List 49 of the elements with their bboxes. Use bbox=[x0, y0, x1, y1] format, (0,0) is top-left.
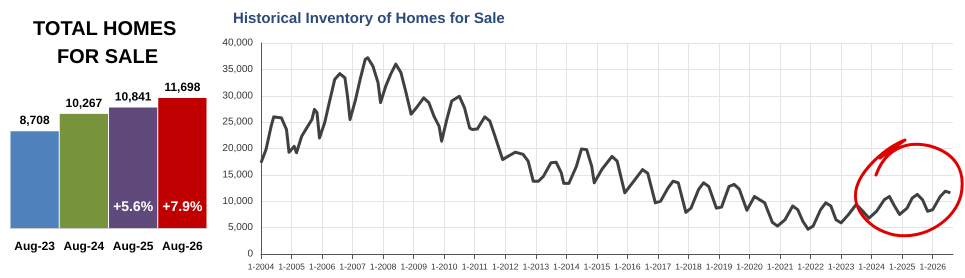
x-tick-label: 1-2020 bbox=[736, 262, 763, 272]
x-tick-label: 1-2021 bbox=[766, 262, 794, 272]
x-tick-label: 1-2026 bbox=[919, 262, 946, 272]
x-tick-label: Aug-26 bbox=[162, 239, 204, 253]
x-tick-label: Aug-25 bbox=[112, 239, 154, 253]
x-tick-label: 1-2024 bbox=[858, 262, 886, 272]
x-tick-label: 1-2019 bbox=[706, 262, 732, 272]
x-tick-label: 1-2015 bbox=[584, 262, 610, 272]
bar bbox=[60, 114, 108, 228]
x-tick-label: 1-2025 bbox=[888, 262, 916, 272]
x-tick-label: 1-2017 bbox=[644, 262, 672, 272]
y-tick-label: 25,000 bbox=[222, 116, 254, 128]
annotation: +7.9% bbox=[162, 198, 203, 214]
chart-title: Historical Inventory of Homes for Sale bbox=[233, 10, 505, 27]
y-tick-label: 10,000 bbox=[222, 196, 254, 207]
bar bbox=[158, 98, 207, 228]
annotation: +5.6% bbox=[113, 198, 154, 214]
y-tick-label: 35,000 bbox=[222, 64, 254, 75]
y-tick-label: 20,000 bbox=[222, 143, 254, 154]
x-tick-label: 1-2010 bbox=[430, 262, 458, 272]
x-tick-label: 1-2009 bbox=[400, 262, 428, 272]
x-tick-label: 1-2022 bbox=[797, 262, 824, 272]
y-tick-label: 40,000 bbox=[222, 38, 254, 48]
x-tick-label: 1-2005 bbox=[278, 262, 306, 272]
x-tick-label: 1-2023 bbox=[828, 262, 855, 272]
x-tick-label: 1-2012 bbox=[492, 262, 519, 272]
data-label: 10,267 bbox=[66, 96, 103, 110]
y-tick-label: 0 bbox=[247, 248, 254, 260]
y-tick-label: 5,000 bbox=[228, 222, 254, 234]
x-tick-label: 1-2011 bbox=[462, 262, 488, 272]
bar bbox=[10, 131, 59, 228]
x-tick-label: 1-2016 bbox=[614, 262, 641, 272]
data-label: 8,708 bbox=[20, 113, 50, 128]
y-tick-label: 15,000 bbox=[222, 169, 254, 180]
y-tick-label: 30,000 bbox=[222, 90, 254, 102]
data-label: 10,841 bbox=[114, 90, 152, 104]
bar bbox=[108, 108, 158, 228]
data-label: 11,698 bbox=[164, 80, 201, 94]
x-tick-label: 1-2008 bbox=[370, 262, 397, 272]
x-tick-label: 1-2014 bbox=[553, 262, 580, 272]
x-tick-label: Aug-23 bbox=[14, 239, 56, 253]
x-tick-label: 1-2013 bbox=[522, 262, 550, 272]
x-tick-label: Aug-24 bbox=[64, 239, 105, 253]
line-series bbox=[260, 56, 952, 231]
chart-title: TOTAL HOMES FOR SALE bbox=[33, 18, 182, 68]
x-tick-label: 1-2007 bbox=[339, 262, 366, 272]
x-tick-label: 1-2018 bbox=[675, 262, 702, 272]
x-tick-label: 1-2004 bbox=[248, 262, 275, 272]
x-tick-label: 1-2006 bbox=[308, 262, 336, 272]
